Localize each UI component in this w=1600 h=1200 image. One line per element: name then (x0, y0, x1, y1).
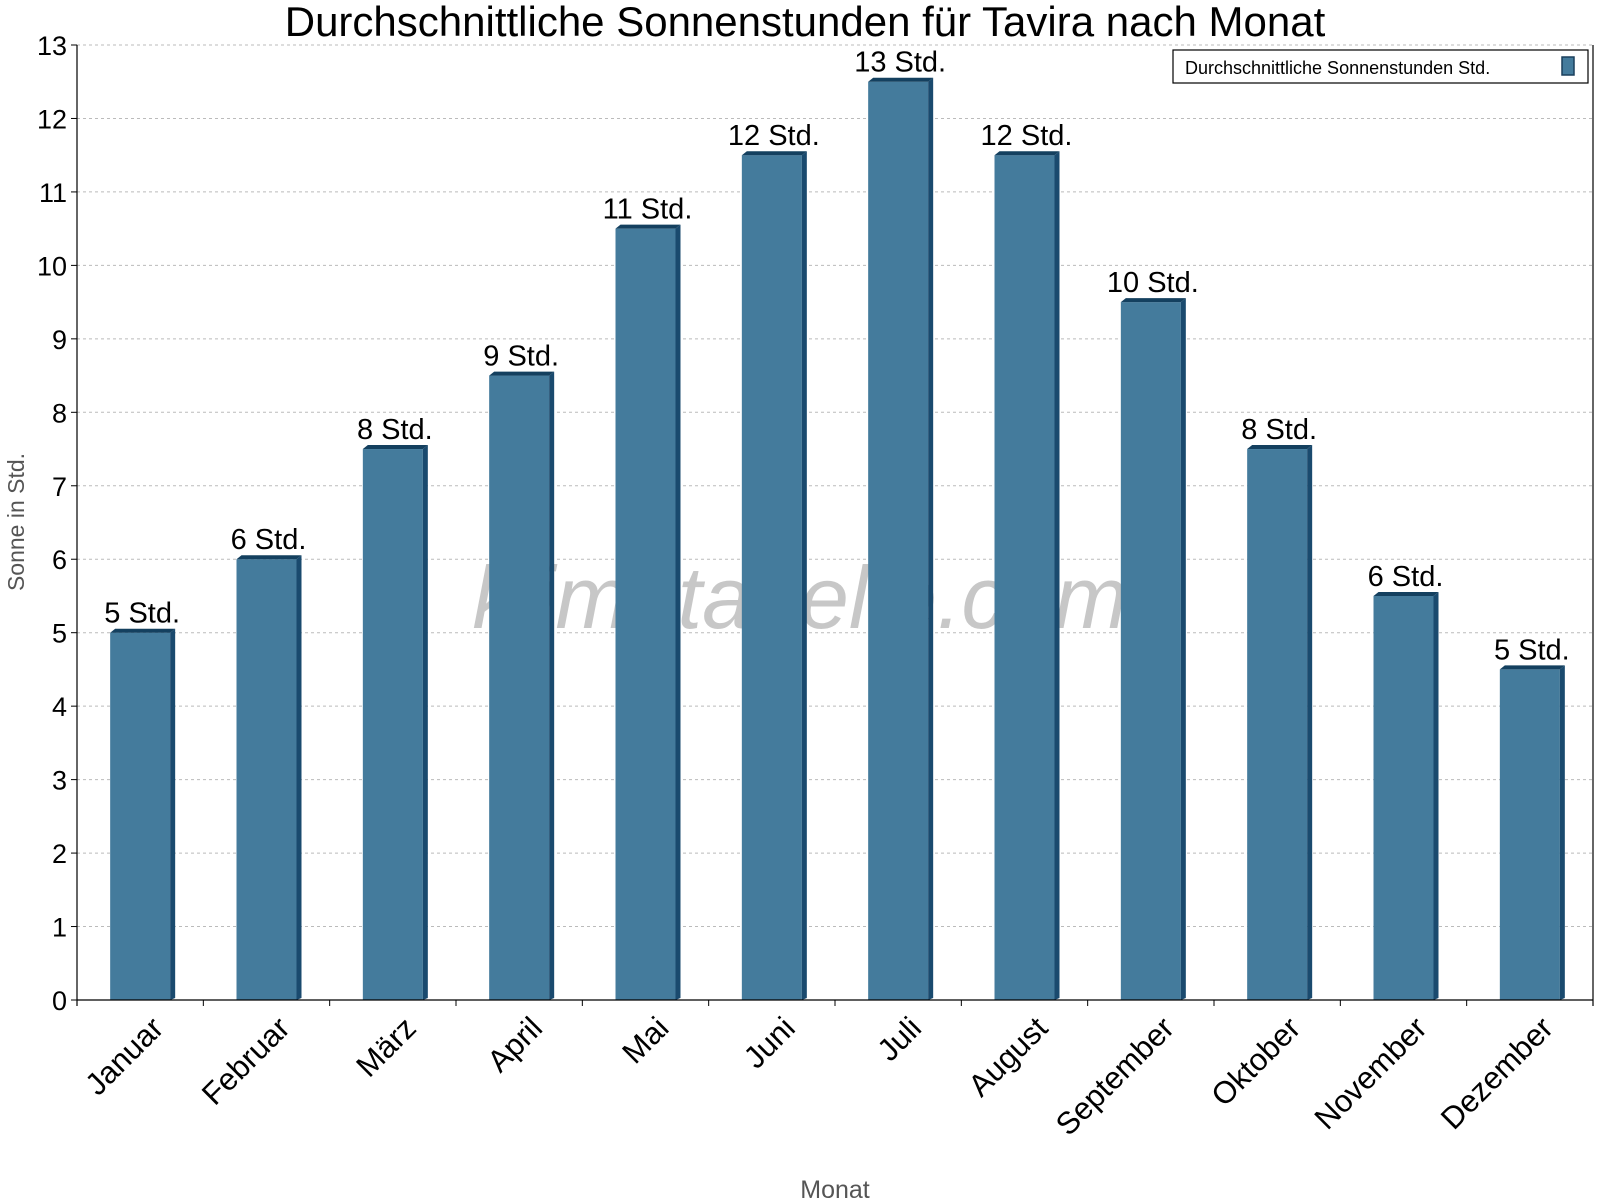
bar (615, 228, 676, 1001)
grid-lines (77, 44, 1593, 928)
chart-title: Durchschnittliche Sonnenstunden für Tavi… (285, 0, 1326, 45)
bar (868, 81, 929, 1000)
data-label: 12 Std. (728, 120, 820, 152)
legend-swatch (1561, 56, 1575, 76)
data-labels: 5 Std. 6 Std. 8 Std. 9 Std. 11 Std. 12 Std. 13… (104, 47, 1569, 667)
bar-top (741, 151, 807, 156)
bar (1373, 595, 1434, 1000)
x-tick-label: August (961, 1010, 1054, 1103)
axes (71, 44, 1594, 1006)
bar (994, 155, 1055, 1000)
bar-top (1499, 665, 1565, 670)
bar (1120, 302, 1181, 1001)
bar-side (1054, 151, 1060, 1000)
x-tick-label: November (1308, 1010, 1434, 1136)
bar (1247, 449, 1308, 1000)
x-tick-label: September (1049, 1010, 1181, 1142)
x-tick-labels: Januar Februar März April Mai Juni Juli AugustS… (78, 1010, 1559, 1142)
bar-side (170, 628, 176, 1000)
bar (741, 155, 802, 1000)
bar-side (1180, 298, 1186, 1001)
bar-side (422, 445, 428, 1000)
y-tick-label: 13 (37, 31, 67, 61)
bar-side (928, 77, 934, 1000)
bar-top (1120, 298, 1186, 303)
bar-side (1307, 445, 1313, 1000)
x-tick-label: Juni (737, 1010, 802, 1075)
bar-top (110, 628, 176, 633)
x-tick-label: März (349, 1010, 422, 1083)
bar-top (1247, 445, 1313, 450)
legend: Durchschnittliche Sonnenstunden Std. (1172, 49, 1589, 84)
y-tick-label: 2 (52, 839, 67, 869)
bar-top (868, 77, 934, 82)
bar-side (1433, 591, 1439, 1000)
x-tick-label: Dezember (1434, 1010, 1560, 1136)
x-tick-label: April (481, 1010, 550, 1079)
bar (489, 375, 550, 1001)
bar-side (801, 151, 807, 1000)
data-label: 13 Std. (854, 47, 946, 79)
data-label: 12 Std. (981, 120, 1073, 152)
y-tick-label: 1 (52, 913, 67, 943)
y-tick-label: 8 (52, 398, 67, 428)
legend-box (1172, 49, 1589, 84)
y-tick-label: 11 (39, 178, 67, 208)
data-label: 11 Std. (603, 194, 693, 226)
legend-label: Durchschnittliche Sonnenstunden Std. (1185, 58, 1490, 78)
y-tick-label: 10 (37, 251, 67, 281)
bar-top (994, 151, 1060, 156)
data-label: 8 Std. (1241, 414, 1317, 446)
x-tick-label: Oktober (1204, 1010, 1307, 1113)
x-tick-label: Mai (615, 1010, 675, 1070)
y-axis-label: Sonne in Std. (3, 453, 29, 591)
bar-side (549, 371, 555, 1001)
x-tick-label: Februar (195, 1010, 297, 1112)
bar-top (489, 371, 555, 376)
bar (1499, 669, 1560, 1000)
x-tick-label: Januar (78, 1010, 170, 1102)
bar-top (236, 555, 302, 560)
y-tick-label: 6 (52, 545, 67, 575)
bar (362, 449, 423, 1000)
data-label: 10 Std. (1107, 267, 1199, 299)
x-axis-label: Monat (800, 1176, 870, 1200)
data-label: 6 Std. (231, 524, 307, 556)
bars (110, 77, 1565, 1001)
y-tick-label: 3 (52, 766, 67, 796)
data-label: 8 Std. (357, 414, 433, 446)
y-tick-label: 12 (37, 104, 67, 134)
y-tick-label: 7 (52, 472, 67, 502)
bar-top (1373, 591, 1439, 596)
data-label: 5 Std. (104, 598, 180, 630)
x-tick-label: Juli (870, 1010, 928, 1068)
bar-side (1559, 665, 1565, 1000)
data-label: 6 Std. (1368, 561, 1444, 593)
data-label: 5 Std. (1494, 634, 1570, 666)
bar-side (675, 224, 681, 1001)
bar-top (362, 445, 428, 450)
bar-side (296, 555, 302, 1000)
y-tick-label: 5 (52, 619, 67, 649)
bar (236, 559, 297, 1000)
y-tick-label: 9 (52, 325, 67, 355)
bar-top (615, 224, 681, 229)
y-tick-label: 0 (52, 986, 67, 1016)
y-tick-label: 4 (52, 692, 67, 722)
bar (110, 632, 171, 1000)
data-label: 9 Std. (483, 341, 559, 373)
